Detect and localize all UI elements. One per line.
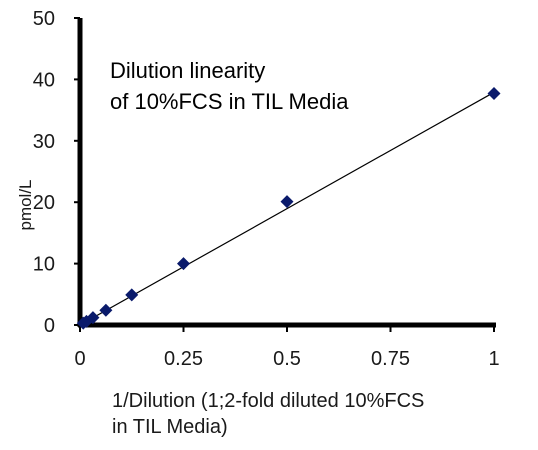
data-points: [76, 87, 501, 330]
x-tick-label: 0.25: [164, 348, 203, 370]
trendline: [79, 91, 495, 326]
data-point-diamond: [487, 87, 501, 101]
y-axis-ticks: 0 10 20 30 40 50: [33, 8, 80, 337]
x-axis-label: 1/Dilution (1;2-fold diluted 10%FCS in T…: [112, 388, 532, 440]
trendline-group: [79, 91, 495, 326]
x-tick-label: 0.75: [371, 348, 410, 370]
y-tick-label: 10: [33, 254, 55, 276]
y-tick-label: 30: [33, 131, 55, 153]
data-point-diamond: [86, 311, 100, 325]
data-point-diamond: [99, 303, 113, 317]
x-tick-label: 1: [488, 348, 499, 370]
chart-annotation-line: Dilution linearity: [110, 58, 265, 83]
y-tick-label: 0: [44, 315, 55, 337]
x-axis-label-line: 1/Dilution (1;2-fold diluted 10%FCS: [112, 390, 425, 412]
x-tick-label: 0.5: [273, 348, 301, 370]
x-axis-ticks: 0 0.25 0.5 0.75 1: [74, 325, 500, 370]
data-point-diamond: [280, 195, 294, 209]
data-point-diamond: [177, 257, 190, 271]
data-point-diamond: [125, 288, 139, 302]
y-tick-label: 50: [33, 8, 55, 30]
y-tick-label: 40: [33, 69, 55, 91]
x-axis-label-line: in TIL Media): [112, 416, 228, 438]
chart-annotation-line: of 10%FCS in TIL Media: [110, 89, 349, 114]
chart-annotation: Dilution linearity of 10%FCS in TIL Media: [110, 58, 349, 114]
y-axis-label: pmol/L: [16, 179, 35, 230]
x-tick-label: 0: [74, 348, 85, 370]
y-tick-label: 20: [33, 192, 55, 214]
